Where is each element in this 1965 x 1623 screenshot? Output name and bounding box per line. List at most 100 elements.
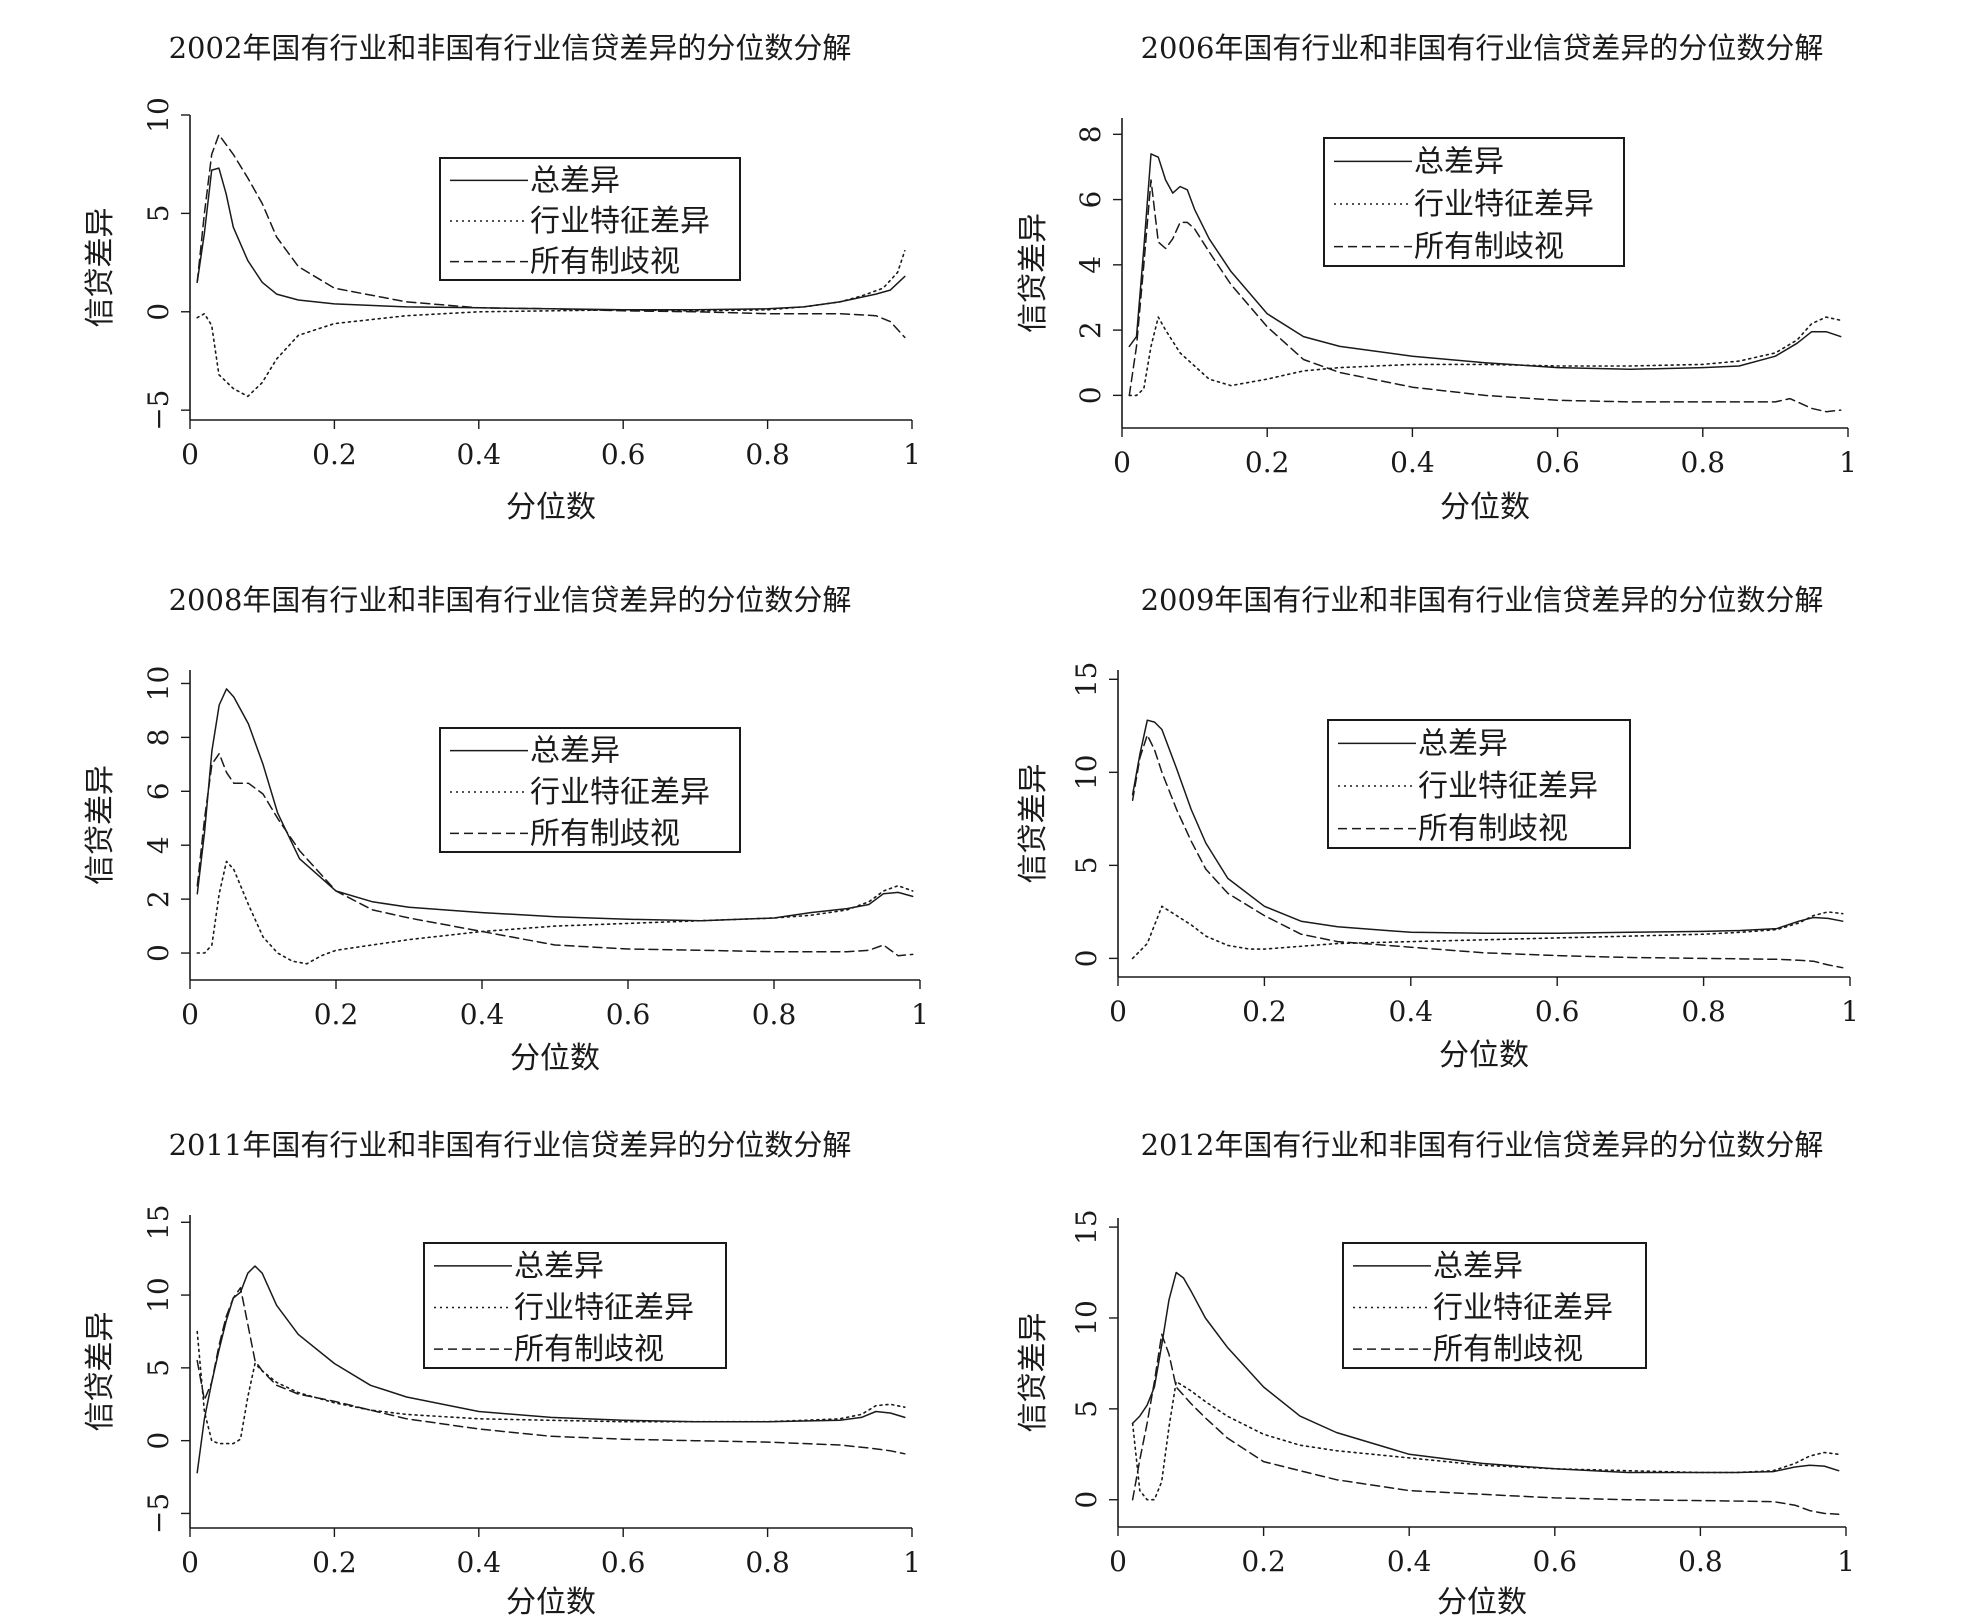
y-tick-label: 10: [1070, 755, 1103, 791]
series-line-2: [1131, 1380, 1840, 1501]
x-tick-label: 0.4: [457, 438, 502, 471]
x-tick-label: 0.4: [1390, 446, 1435, 479]
legend-label: 所有制歧视: [530, 245, 680, 280]
y-tick-label: 4: [1074, 256, 1107, 274]
x-axis-label: 分位数: [506, 490, 596, 525]
y-tick-label: 0: [1070, 1491, 1103, 1509]
y-tick-label: 10: [142, 97, 175, 133]
x-tick-label: 0.8: [745, 1546, 790, 1579]
legend-label: 行业特征差异: [530, 775, 710, 810]
x-axis-label: 分位数: [1439, 1038, 1529, 1073]
series-line-1: [1131, 1271, 1840, 1474]
series-line-1: [1131, 719, 1844, 935]
y-tick-label: 10: [142, 666, 175, 702]
series-line-2: [1131, 905, 1844, 960]
x-tick-label: 0.4: [460, 998, 505, 1031]
y-tick-label: 0: [142, 1432, 175, 1450]
series-line-3: [1128, 179, 1842, 413]
legend-label: 所有制歧视: [1433, 1332, 1583, 1367]
chart-title: 2006年国有行业和非国有行业信贷差异的分位数分解: [1141, 31, 1824, 65]
series-line-1: [196, 1265, 906, 1474]
y-tick-label: 0: [1074, 386, 1107, 404]
legend-label: 行业特征差异: [1418, 769, 1598, 804]
y-tick-label: 5: [1070, 856, 1103, 874]
x-tick-label: 0.8: [752, 998, 797, 1031]
x-tick-label: 0.6: [1535, 446, 1580, 479]
x-tick-label: 0.8: [745, 438, 790, 471]
legend-label: 行业特征差异: [514, 1291, 694, 1326]
series-line-2: [196, 860, 914, 965]
x-tick-label: 0.4: [1387, 1545, 1432, 1578]
chart-panel-5: 2011年国有行业和非国有行业信贷差异的分位数分解 0 0.2 0.4 0.6 0.8 1 −…: [83, 1128, 921, 1620]
legend-label: 所有制歧视: [1414, 230, 1564, 265]
x-tick-label: 0.8: [1681, 995, 1726, 1028]
y-tick-label: 8: [1074, 125, 1107, 143]
y-axis-label: 信贷差异: [83, 1312, 118, 1432]
x-tick-label: 0.2: [1241, 1545, 1286, 1578]
y-axis-label: 信贷差异: [1016, 213, 1051, 333]
x-tick-label: 0.2: [314, 998, 359, 1031]
chart-title: 2008年国有行业和非国有行业信贷差异的分位数分解: [169, 583, 852, 617]
chart-title: 2012年国有行业和非国有行业信贷差异的分位数分解: [1141, 1128, 1824, 1162]
legend-box: [439, 727, 741, 853]
legend-label: 总差异: [1414, 144, 1504, 179]
x-tick-label: 0.6: [601, 438, 646, 471]
legend-label: 行业特征差异: [1414, 187, 1594, 222]
legend-label: 总差异: [1418, 726, 1508, 761]
y-tick-label: 15: [1070, 661, 1103, 697]
chart-title: 2011年国有行业和非国有行业信贷差异的分位数分解: [169, 1128, 852, 1162]
x-tick-label: 0.8: [1678, 1545, 1723, 1578]
series-line-3: [196, 752, 914, 957]
series-line-3: [196, 1287, 906, 1455]
legend-label: 所有制歧视: [530, 816, 680, 851]
x-tick-label: 0.6: [601, 1546, 646, 1579]
x-tick-label: 1: [1839, 446, 1857, 479]
y-tick-label: −5: [142, 390, 175, 431]
y-tick-label: 10: [142, 1277, 175, 1313]
x-tick-label: 0: [181, 438, 199, 471]
x-tick-label: 0.8: [1681, 446, 1726, 479]
y-tick-label: 0: [142, 944, 175, 962]
y-tick-label: −5: [142, 1493, 175, 1534]
legend-label: 所有制歧视: [514, 1332, 664, 1367]
legend-box: [439, 157, 741, 281]
series-line-1: [1128, 153, 1842, 371]
y-tick-label: 10: [1070, 1300, 1103, 1336]
y-tick-label: 2: [142, 890, 175, 908]
series-line-3: [1131, 1333, 1840, 1516]
x-tick-label: 0.2: [1245, 446, 1290, 479]
y-tick-label: 15: [142, 1204, 175, 1240]
chart-panel-1: 2002年国有行业和非国有行业信贷差异的分位数分解 0 0.2 0.4 0.6 0.8 1 −…: [83, 31, 921, 525]
x-tick-label: 1: [903, 1546, 921, 1579]
x-tick-label: 0.4: [1389, 995, 1434, 1028]
y-tick-label: 6: [142, 782, 175, 800]
y-tick-label: 5: [142, 1359, 175, 1377]
y-tick-label: 5: [1070, 1400, 1103, 1418]
chart-panel-3: 2008年国有行业和非国有行业信贷差异的分位数分解 0 0.2 0.4 0.6 0.8 10…: [83, 583, 929, 1076]
series-line-2: [1128, 316, 1842, 397]
series-line-3: [1131, 734, 1844, 969]
y-tick-label: 4: [142, 836, 175, 854]
x-tick-label: 0: [1109, 995, 1127, 1028]
x-tick-label: 0.6: [606, 998, 651, 1031]
x-tick-label: 1: [903, 438, 921, 471]
x-tick-label: 1: [911, 998, 929, 1031]
x-tick-label: 0.6: [1533, 1545, 1578, 1578]
x-tick-label: 0.6: [1535, 995, 1580, 1028]
x-tick-label: 0: [1109, 1545, 1127, 1578]
y-axis-label: 信贷差异: [83, 765, 118, 885]
x-tick-label: 1: [1837, 1545, 1855, 1578]
x-tick-label: 0.2: [1242, 995, 1287, 1028]
legend-label: 总差异: [514, 1249, 604, 1284]
legend-label: 总差异: [530, 163, 620, 198]
y-tick-label: 2: [1074, 321, 1107, 339]
chart-panel-2: 2006年国有行业和非国有行业信贷差异的分位数分解 0 0.2 0.4 0.6 0.8 1 0…: [1016, 31, 1857, 525]
